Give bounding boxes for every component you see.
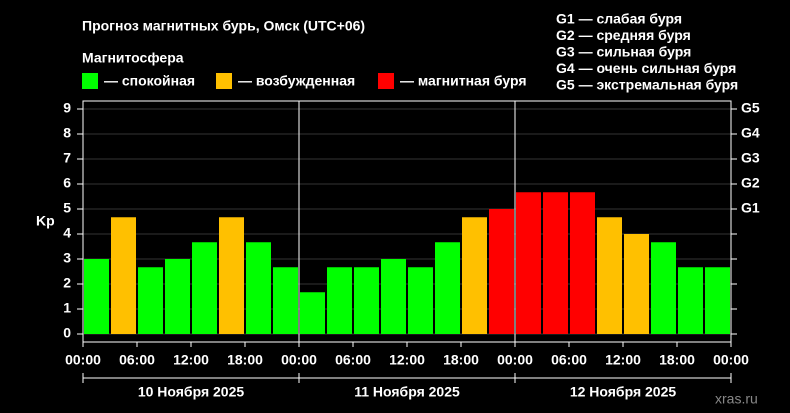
bar (543, 192, 568, 334)
bar (624, 234, 649, 334)
bar (705, 267, 730, 334)
y-tick-label: 8 (63, 125, 71, 141)
bar (435, 242, 460, 334)
bar (84, 259, 109, 334)
day-label: 11 Ноября 2025 (354, 384, 460, 400)
x-tick-label: 00:00 (497, 352, 533, 368)
legend-swatch (378, 73, 394, 89)
x-tick-label: 12:00 (173, 352, 209, 368)
bar (246, 242, 271, 334)
x-tick-label: 06:00 (335, 352, 371, 368)
y-tick-label: 3 (63, 250, 71, 266)
day-label: 10 Ноября 2025 (138, 384, 245, 400)
bar (381, 259, 406, 334)
legend-label: — спокойная (104, 73, 195, 89)
g-scale-entry: G5 — экстремальная буря (556, 77, 738, 93)
g-scale-entry: G1 — слабая буря (556, 11, 682, 27)
x-tick-label: 18:00 (659, 352, 695, 368)
y-tick-label: 6 (63, 175, 71, 191)
bar (327, 267, 352, 334)
x-tick-label: 18:00 (227, 352, 263, 368)
legend-label: — возбужденная (238, 73, 355, 89)
bar (111, 217, 136, 334)
bar (678, 267, 703, 334)
bar (570, 192, 595, 334)
y-tick-label: 5 (63, 200, 71, 216)
y-axis-label: Kp (36, 213, 55, 229)
x-tick-label: 00:00 (281, 352, 317, 368)
y-tick-label: 2 (63, 275, 71, 291)
legend-title: Магнитосфера (82, 50, 184, 66)
x-tick-label: 12:00 (389, 352, 425, 368)
source: xras.ru (715, 391, 758, 407)
y2-tick-label: G5 (741, 100, 760, 116)
y2-tick-label: G3 (741, 150, 760, 166)
y-tick-label: 0 (63, 325, 71, 341)
bar (300, 292, 325, 334)
bar (192, 242, 217, 334)
bar (165, 259, 190, 334)
bar (516, 192, 541, 334)
y2-tick-label: G1 (741, 200, 760, 216)
legend-swatch (216, 73, 232, 89)
x-tick-label: 06:00 (119, 352, 155, 368)
bar (651, 242, 676, 334)
bar (597, 217, 622, 334)
x-tick-label: 06:00 (551, 352, 587, 368)
g-scale-entry: G2 — средняя буря (556, 27, 691, 43)
day-label: 12 Ноября 2025 (570, 384, 677, 400)
g-scale-entry: G3 — сильная буря (556, 44, 691, 60)
x-tick-label: 18:00 (443, 352, 479, 368)
bar (408, 267, 433, 334)
y-tick-label: 9 (63, 100, 71, 116)
y2-tick-label: G4 (741, 125, 760, 141)
bar (354, 267, 379, 334)
y2-tick-label: G2 (741, 175, 760, 191)
y-tick-label: 1 (63, 300, 71, 316)
bar (273, 267, 298, 334)
legend-swatch (82, 73, 98, 89)
bar (219, 217, 244, 334)
y-tick-label: 4 (63, 225, 71, 241)
x-tick-label: 12:00 (605, 352, 641, 368)
bar (489, 209, 514, 334)
legend-label: — магнитная буря (400, 73, 527, 89)
bar (138, 267, 163, 334)
x-tick-label: 00:00 (713, 352, 749, 368)
chart-title: Прогноз магнитных бурь, Омск (UTC+06) (82, 18, 365, 34)
x-tick-label: 00:00 (65, 352, 101, 368)
g-scale-entry: G4 — очень сильная буря (556, 60, 736, 76)
y-tick-label: 7 (63, 150, 71, 166)
bar (462, 217, 487, 334)
